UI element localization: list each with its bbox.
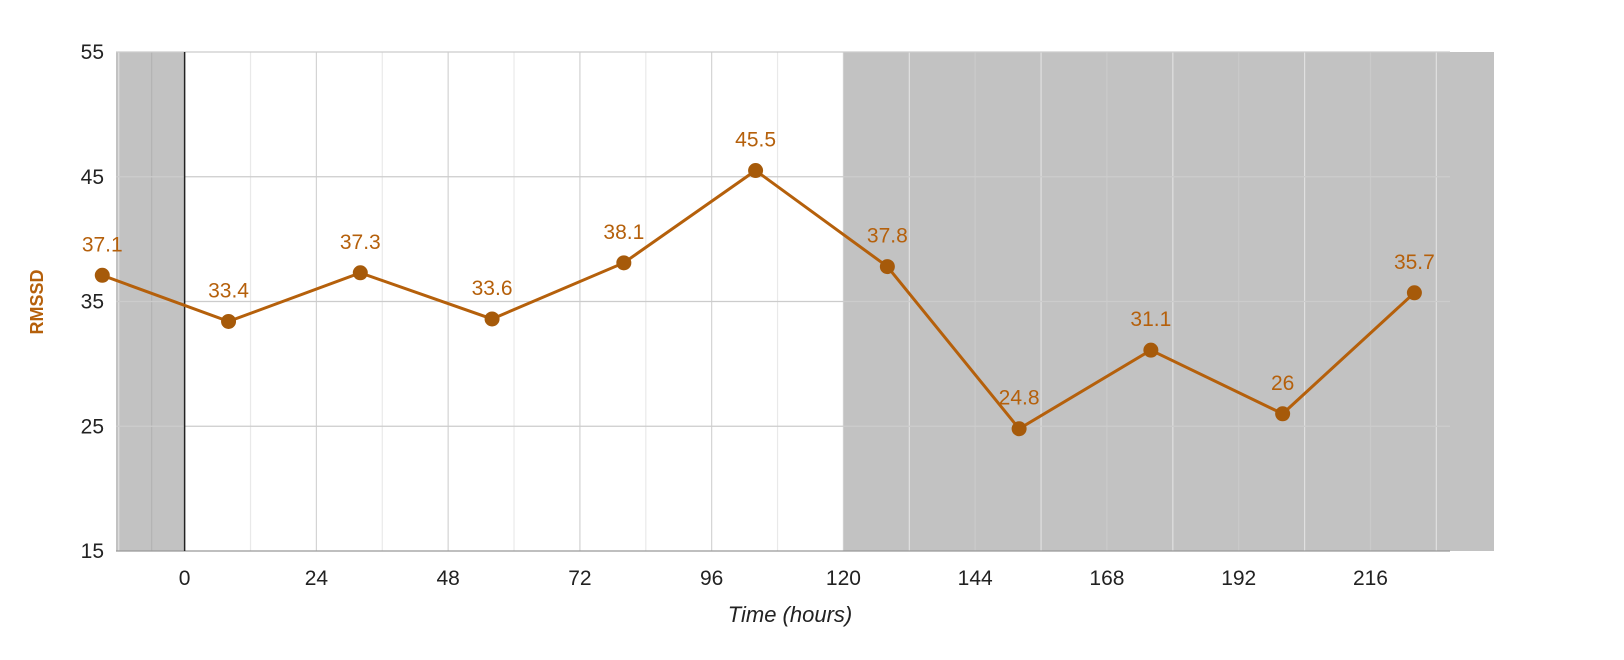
x-tick-label: 192: [1221, 567, 1256, 590]
data-label: 35.7: [1394, 251, 1435, 274]
y-tick-label: 15: [81, 540, 104, 563]
data-label: 31.1: [1130, 308, 1171, 331]
data-point: [1275, 406, 1291, 422]
x-tick-label: 120: [826, 567, 861, 590]
data-point: [1406, 285, 1422, 301]
data-labels: 37.1 33.4 37.3 33.6 38.1 45.5 37.8 24.8 31.1 26 35…: [82, 129, 1435, 410]
data-point: [1143, 342, 1159, 358]
data-point: [616, 255, 632, 271]
data-point: [221, 313, 237, 329]
y-tick-label: 55: [81, 41, 104, 64]
data-label: 24.8: [999, 387, 1040, 410]
data-label: 45.5: [735, 129, 776, 152]
data-point: [484, 311, 500, 327]
x-tick-label: 144: [958, 567, 993, 590]
x-tick-label: 168: [1089, 567, 1124, 590]
gridlines: [116, 51, 1450, 552]
data-label: 26: [1271, 372, 1294, 395]
data-label: 37.1: [82, 233, 123, 256]
axes: 0 24 48 72 96 120 144 168 192 216 15 25 35 45 55: [81, 41, 1388, 590]
y-tick-label: 35: [81, 291, 104, 314]
data-point: [1011, 421, 1027, 437]
x-tick-label: 216: [1353, 567, 1388, 590]
y-tick-label: 45: [81, 166, 104, 189]
data-point: [879, 259, 895, 275]
data-label: 37.8: [867, 225, 908, 248]
data-label: 37.3: [340, 231, 381, 254]
data-point: [352, 265, 368, 281]
y-tick-label: 25: [81, 415, 104, 438]
data-label: 33.4: [208, 279, 249, 302]
x-tick-label: 48: [436, 567, 459, 590]
data-label: 33.6: [472, 277, 513, 300]
x-tick-label: 72: [568, 567, 591, 590]
x-tick-label: 96: [700, 567, 723, 590]
y-axis-title: RMSSD: [27, 269, 47, 334]
x-axis-title: Time (hours): [728, 602, 853, 627]
data-points: [94, 163, 1422, 437]
data-point: [748, 163, 764, 179]
data-label: 38.1: [603, 221, 644, 244]
x-tick-label: 24: [305, 567, 329, 590]
data-point: [94, 267, 110, 283]
x-tick-label: 0: [179, 567, 191, 590]
